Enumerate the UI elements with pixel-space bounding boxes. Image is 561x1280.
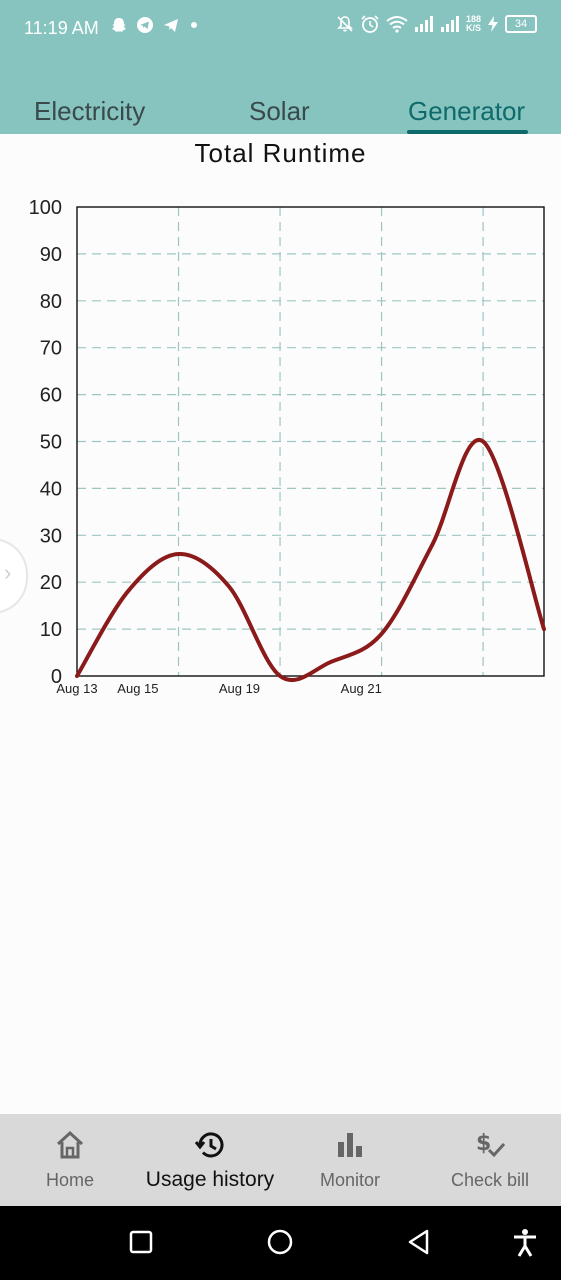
nav-item-usage-history[interactable]: Usage history [140,1114,280,1206]
nav-item-check-bill[interactable]: $ Check bill [420,1114,560,1206]
telegram-icon [137,17,153,33]
wifi-icon [386,16,408,33]
system-navigation-bar [0,1206,561,1280]
charging-icon [488,16,498,32]
tab-solar[interactable]: Solar [249,96,310,126]
plot-border [76,206,545,677]
y-tick-label: 40 [40,478,62,500]
history-icon [194,1132,224,1158]
signal-icon [414,16,433,32]
notification-icons [110,16,200,34]
x-tick-label: Aug 19 [219,681,260,696]
tab-active-indicator [407,130,528,134]
nav-item-home[interactable]: Home [0,1114,140,1206]
y-tick-label: 10 [40,619,62,641]
y-tick-label: 100 [29,197,62,219]
svg-text:$: $ [476,1131,491,1156]
nav-label-usage-history: Usage history [145,1168,275,1191]
snapchat-icon [112,18,126,32]
y-tick-label: 50 [40,432,62,454]
x-tick-label: Aug 15 [117,681,158,696]
home-button-icon[interactable] [266,1228,294,1256]
network-speed: 188 K/S [466,15,481,33]
dollar-check-icon: $ [476,1131,506,1158]
telegram-plane-icon [164,19,178,32]
runtime-series-line [75,437,546,683]
mute-bell-icon [337,16,353,32]
back-button-icon[interactable] [406,1228,432,1256]
y-tick-label: 70 [40,338,62,360]
nav-label-check-bill: Check bill [450,1170,530,1190]
tab-electricity[interactable]: Electricity [34,96,146,126]
signal-icon-2 [440,16,459,32]
home-icon [56,1130,84,1159]
battery-indicator: 34 [505,15,537,33]
nav-label-home: Home [45,1170,94,1190]
bar-chart-icon [338,1133,362,1157]
tab-bar: Electricity Solar Generator [0,56,561,134]
y-tick-label: 60 [40,385,62,407]
y-tick-label: 30 [40,525,62,547]
x-tick-label: Aug 13 [56,681,97,696]
system-status-icons: 188 K/S 34 [336,14,537,34]
x-tick-label: Aug 21 [341,681,382,696]
bottom-navigation: Home Usage history Monitor $ Check bill [0,1114,561,1206]
y-tick-label: 80 [40,291,62,313]
dot-icon [191,22,197,28]
tab-generator[interactable]: Generator [408,96,526,126]
chevron-right-icon: › [4,560,12,585]
alarm-icon [361,15,379,33]
network-speed-unit: K/S [465,23,481,33]
chart-title: Total Runtime [194,138,367,168]
status-time: 11:19 AM [24,18,99,38]
nav-item-monitor[interactable]: Monitor [280,1114,420,1206]
nav-label-monitor: Monitor [319,1170,381,1190]
accessibility-icon[interactable] [512,1228,538,1258]
y-tick-label: 20 [40,572,62,594]
network-speed-value: 188 [465,14,481,24]
y-tick-label: 90 [40,244,62,266]
runtime-chart: 0 10 20 30 40 50 60 70 80 90 100 Aug 13 Aug 15 Aug 19… [29,197,546,696]
status-bar: 11:19 AM 188 K/S 34 [0,0,561,56]
recents-button-icon[interactable] [128,1228,154,1256]
y-tick-label: 0 [51,666,62,688]
